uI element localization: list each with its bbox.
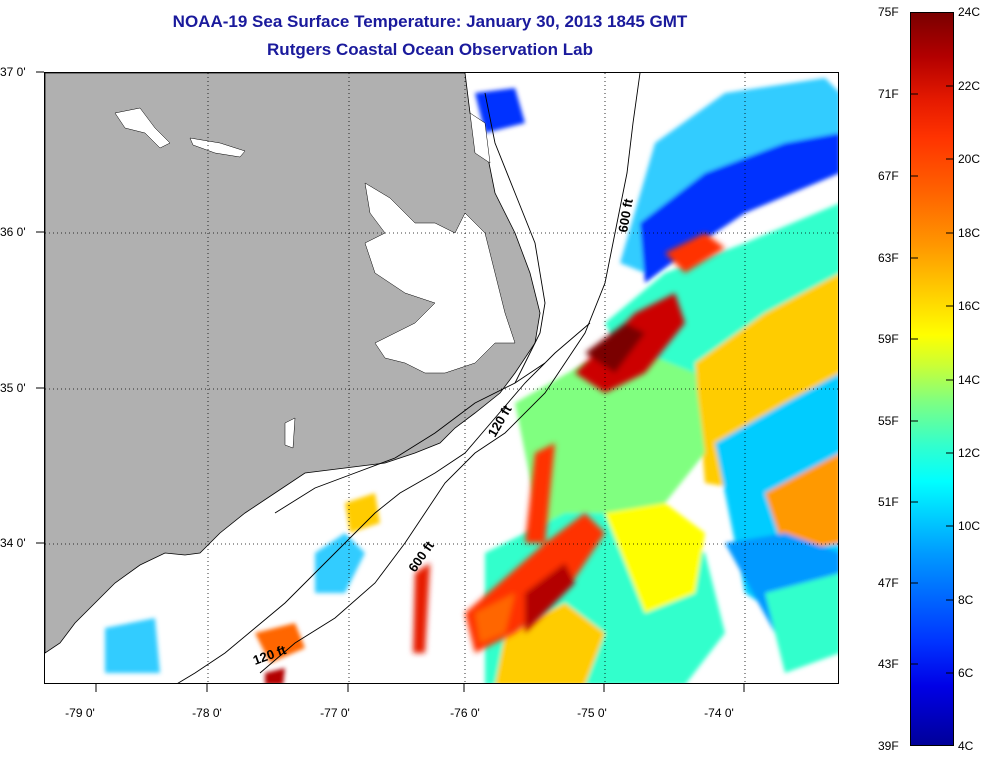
sst-data-layer (485, 78, 838, 683)
colorbar-label-20c: 20C (958, 152, 981, 166)
colorbar-label-8c: 8C (958, 593, 974, 607)
colorbar-label-14c: 14C (958, 373, 981, 387)
lat-label-37: 37 0' (0, 65, 26, 79)
inland-sounds (114, 107, 516, 449)
sst-map: 600 ft 120 ft 600 ft 120 ft (44, 72, 839, 684)
lon-label-76: -76 0' (450, 706, 480, 720)
colorbar-label-55f: 55F (878, 414, 899, 428)
lat-label-35: 35 0' (0, 381, 26, 395)
depth-contours (177, 73, 641, 683)
gulf-stream-warm-core (413, 233, 725, 653)
lon-label-77: -77 0' (320, 706, 350, 720)
land-mass (45, 73, 541, 654)
lat-label-36: 36 0' (0, 225, 26, 239)
colorbar-label-18c: 18C (958, 226, 981, 240)
sst-map-canvas: 600 ft 120 ft 600 ft 120 ft (45, 73, 838, 683)
lon-label-74: -74 0' (704, 706, 734, 720)
colorbar-label-10c: 10C (958, 519, 981, 533)
colorbar-label-4c: 4C (958, 739, 974, 753)
colorbar-label-16c: 16C (958, 299, 981, 313)
lon-label-75: -75 0' (577, 706, 607, 720)
colorbar-label-24c: 24C (958, 5, 981, 19)
colorbar-label-47f: 47F (878, 576, 899, 590)
barrier-islands (274, 92, 546, 514)
colorbar-label-22c: 22C (958, 79, 981, 93)
colorbar-label-6c: 6C (958, 666, 974, 680)
map-title: NOAA-19 Sea Surface Temperature: January… (172, 12, 688, 31)
lat-label-34: 34 0' (0, 536, 26, 550)
lon-label-78: -78 0' (192, 706, 222, 720)
colorbar-label-67f: 67F (878, 169, 899, 183)
contour-label-600ft-north: 600 ft (615, 197, 636, 234)
colorbar-label-51f: 51F (878, 495, 899, 509)
colorbar-label-71f: 71F (878, 87, 899, 101)
colorbar-label-39f: 39F (878, 739, 899, 753)
colorbar-label-63f: 63F (878, 251, 899, 265)
colorbar-label-12c: 12C (958, 446, 981, 460)
graticule (45, 73, 838, 683)
temperature-colorbar (910, 12, 954, 746)
colorbar-label-43f: 43F (878, 657, 899, 671)
colorbar-label-75f: 75F (878, 5, 899, 19)
colorbar-label-59f: 59F (878, 332, 899, 346)
map-subtitle: Rutgers Coastal Ocean Observation Lab (267, 40, 593, 59)
lon-label-79: -79 0' (65, 706, 95, 720)
nearshore-patches (105, 88, 525, 683)
